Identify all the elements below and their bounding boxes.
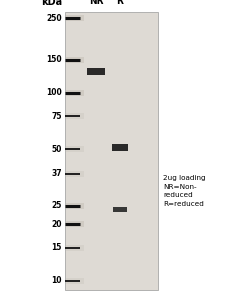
Bar: [66, 278, 84, 284]
Bar: [66, 90, 84, 96]
Text: 250: 250: [46, 14, 62, 23]
Text: 37: 37: [51, 169, 62, 178]
Text: 75: 75: [51, 112, 62, 121]
Text: 50: 50: [51, 145, 62, 154]
Bar: [66, 146, 84, 152]
Text: 20: 20: [51, 220, 62, 229]
Bar: [66, 15, 84, 21]
Text: 2ug loading
NR=Non-
reduced
R=reduced: 2ug loading NR=Non- reduced R=reduced: [162, 175, 205, 207]
Text: 25: 25: [51, 201, 62, 210]
Bar: [112, 144, 127, 151]
Bar: [66, 171, 84, 177]
Bar: [66, 244, 84, 250]
Text: kDa: kDa: [41, 0, 62, 7]
Bar: [112, 207, 126, 212]
Bar: [66, 57, 84, 63]
Bar: [87, 68, 105, 75]
Bar: [66, 203, 84, 209]
Bar: [66, 221, 84, 227]
Bar: [65, 12, 157, 290]
Text: NR: NR: [88, 0, 103, 6]
Text: 150: 150: [46, 55, 62, 64]
Text: 100: 100: [46, 88, 62, 98]
Bar: [66, 113, 84, 119]
Text: 15: 15: [51, 243, 62, 252]
Text: R: R: [116, 0, 123, 6]
Text: 10: 10: [51, 276, 62, 285]
